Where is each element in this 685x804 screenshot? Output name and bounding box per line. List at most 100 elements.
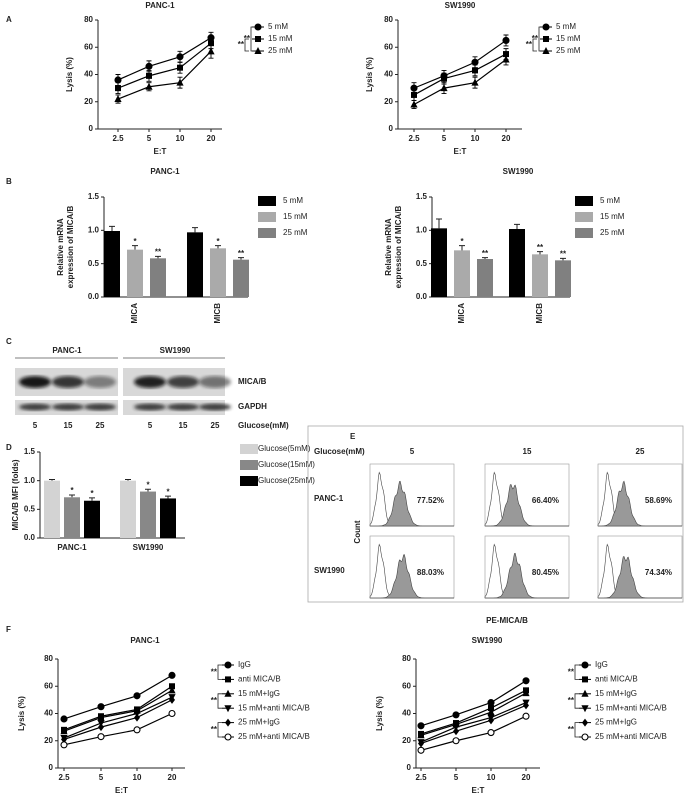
panel-letter: D [6, 443, 12, 452]
error-bar [145, 488, 151, 492]
marker [487, 708, 495, 716]
blot-band [84, 403, 116, 411]
bar [454, 250, 470, 297]
flow-header: Glucose(mM) [314, 447, 365, 456]
x-tick-label: 20 [502, 134, 511, 143]
y-tick-label: 1.5 [88, 192, 100, 201]
blot-band [52, 376, 84, 388]
y-tick-label: 80 [84, 15, 93, 24]
legend-label: anti MICA/B [595, 675, 638, 684]
bar [477, 259, 493, 297]
marker [471, 58, 479, 66]
legend-label: 25 mM [283, 228, 308, 237]
marker [61, 735, 67, 744]
marker [176, 53, 184, 61]
significance-label: ** [526, 40, 533, 49]
marker [146, 72, 152, 79]
line [117, 50, 212, 100]
line [117, 37, 212, 81]
significance-label: ** [238, 249, 245, 258]
marker [133, 692, 141, 700]
marker [417, 722, 425, 730]
significance-bracket [250, 26, 255, 52]
percent-label: 88.03% [417, 568, 444, 577]
lane-label: 15 [64, 421, 73, 430]
x-tick-label: 20 [522, 773, 531, 782]
legend-swatch [258, 228, 276, 238]
legend-swatch [240, 476, 258, 486]
y-axis-label: expression of MICA/B [394, 205, 403, 288]
line [420, 702, 527, 743]
significance-label: ** [537, 243, 544, 252]
bar [44, 480, 60, 538]
marker [208, 40, 214, 47]
y-tick-label: 40 [44, 709, 53, 718]
x-tick-label: 5 [442, 134, 447, 143]
significance-bracket [217, 664, 222, 680]
legend-label: 15 mM+IgG [595, 689, 637, 698]
x-tick-label: 5 [147, 134, 152, 143]
x-tick-label: 10 [176, 134, 185, 143]
x-tick-label: 5 [454, 773, 459, 782]
x-tick-label: MICA [457, 303, 466, 324]
flow-y-label: Count [353, 520, 362, 543]
y-tick-label: 0.5 [24, 504, 36, 513]
legend-marker [542, 23, 550, 31]
x-tick-label: MICB [535, 303, 544, 324]
line [117, 42, 212, 89]
marker [97, 713, 105, 721]
line [63, 689, 173, 732]
chart-title: PANC-1 [130, 636, 160, 645]
panel-letter: F [6, 625, 11, 634]
blot-band [84, 376, 116, 388]
significance-label: ** [568, 696, 575, 705]
significance-bracket [574, 664, 579, 680]
legend-label: 15 mM [268, 34, 293, 43]
marker [487, 729, 495, 737]
significance-label: ** [211, 696, 218, 705]
legend-label: 25 mM [556, 46, 581, 55]
marker [410, 100, 418, 108]
x-axis-label: E:T [472, 786, 485, 795]
marker [168, 709, 176, 718]
significance-label: ** [568, 725, 575, 734]
legend-label: 15 mM [556, 34, 581, 43]
bar [127, 249, 143, 297]
y-tick-label: 20 [402, 736, 411, 745]
legend-label: 25 mM [268, 46, 293, 55]
flow-x-label: PE-MICA/B [486, 616, 528, 625]
blot-band [134, 376, 166, 388]
y-tick-label: 60 [402, 681, 411, 690]
y-tick-label: 80 [44, 654, 53, 663]
significance-bracket [217, 722, 222, 738]
line [420, 689, 527, 735]
marker [440, 84, 448, 92]
column-label: 15 [523, 447, 532, 456]
marker [114, 76, 122, 84]
x-tick-label: MICA [130, 303, 139, 324]
marker [60, 715, 68, 723]
x-tick-label: 2.5 [408, 134, 420, 143]
lane-label: 25 [211, 421, 220, 430]
line [413, 59, 507, 106]
y-tick-label: 0.0 [416, 292, 428, 301]
marker [97, 733, 105, 741]
legend-label: Glucose(15mM) [258, 460, 315, 469]
panel-letter: C [6, 337, 12, 346]
marker [411, 91, 417, 98]
error-bar [109, 225, 115, 231]
error-bar [436, 218, 442, 229]
error-bar [69, 494, 75, 498]
y-axis-label: Lysis (%) [365, 57, 374, 92]
legend-swatch [258, 196, 276, 206]
legend-swatch [575, 196, 593, 206]
y-tick-label: 1.5 [416, 192, 428, 201]
bar [64, 497, 80, 538]
marker [488, 716, 494, 725]
y-tick-label: 0.0 [88, 292, 100, 301]
significance-label: ** [155, 247, 162, 256]
x-axis-label: E:T [454, 147, 467, 156]
marker [134, 713, 140, 722]
bar [160, 498, 176, 538]
